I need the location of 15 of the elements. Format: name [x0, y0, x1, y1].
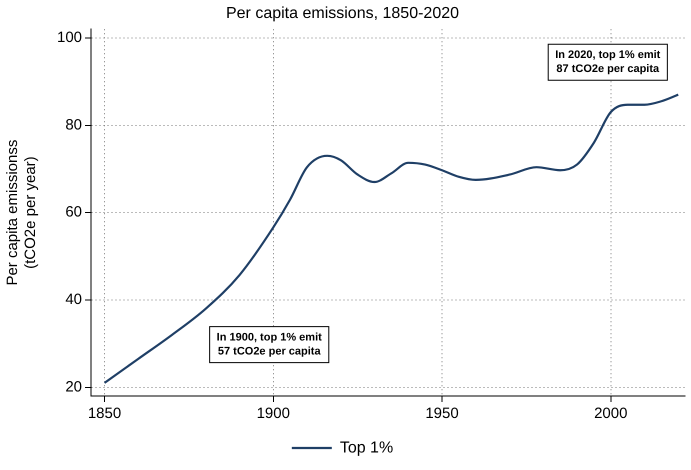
y-tick-label: 20 [65, 378, 82, 396]
x-tick-label: 1850 [88, 405, 122, 422]
x-tick-label: 1900 [256, 405, 290, 422]
legend-label: Top 1% [340, 439, 394, 456]
x-tick-label: 1950 [425, 405, 459, 422]
y-tick-label: 40 [65, 291, 82, 308]
annotation: In 1900, top 1% emit 57 tCO2e per capita [216, 332, 322, 358]
chart-title: Per capita emissions, 1850-2020 [226, 5, 460, 22]
y-tick-label: 60 [65, 204, 82, 221]
y-axis-title: Per capita emissionss (tCO2e per year) [4, 140, 40, 286]
x-tick-label: 2000 [594, 405, 628, 422]
line-series [103, 94, 680, 384]
annotation: In 2020, top 1% emit 87 tCO2e per capita [555, 49, 661, 76]
y-tick-label: 100 [56, 29, 82, 46]
y-tick-label: 80 [65, 116, 82, 134]
